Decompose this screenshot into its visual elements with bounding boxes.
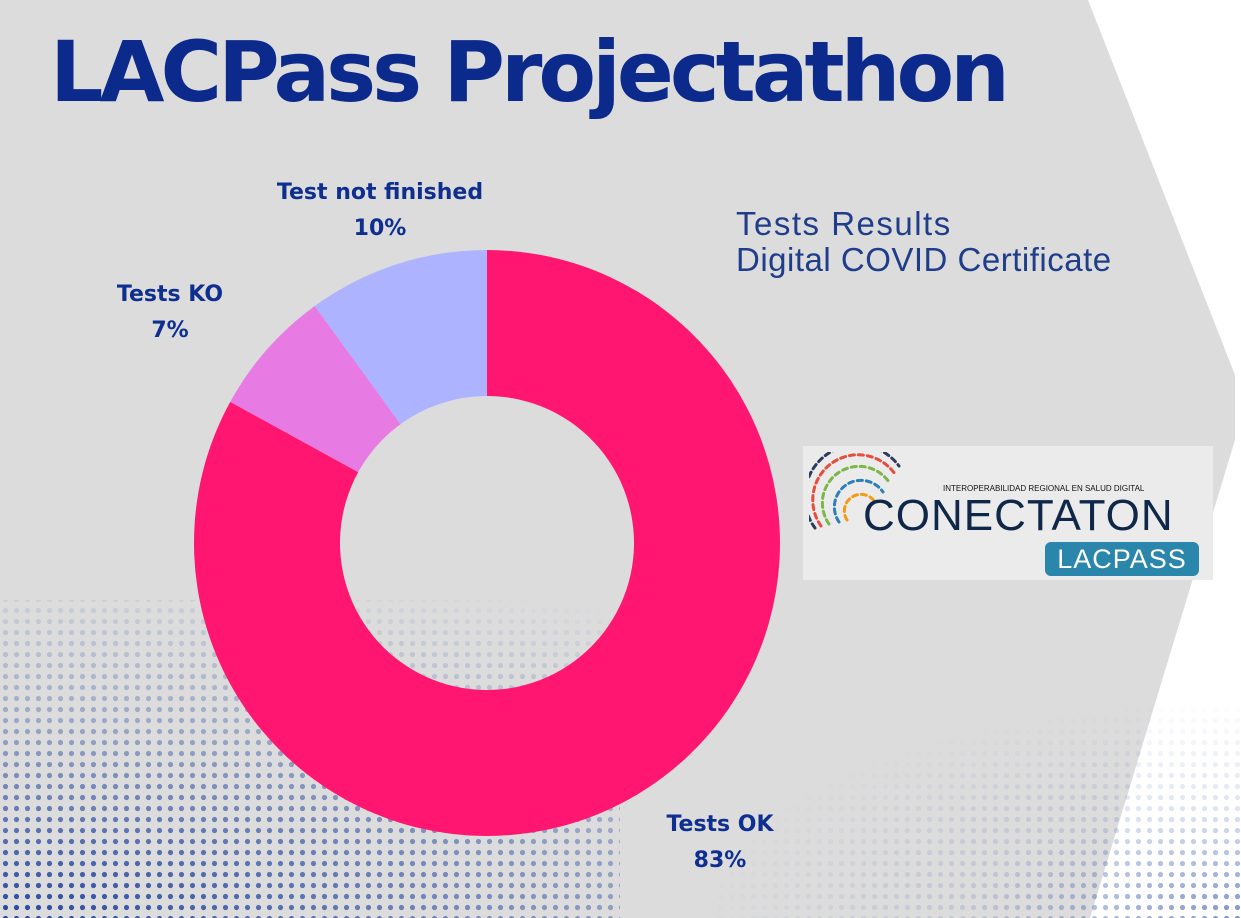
slice-label-tests-ko-name: Tests KO bbox=[116, 282, 224, 307]
slice-label-tests-ok: Tests OK 83% bbox=[666, 807, 773, 879]
halftone-dots-right bbox=[700, 700, 1241, 918]
page-title: LACPass Projectathon bbox=[50, 23, 1010, 121]
slice-label-tests-ok-value: 83% bbox=[693, 848, 747, 873]
donut-slice-tests-ok bbox=[194, 250, 781, 837]
fingerprint-arcs-icon bbox=[809, 452, 901, 530]
donut-slice-test-not-finished bbox=[314, 249, 487, 425]
chart-subtitle-line-1: Tests Results bbox=[736, 205, 952, 242]
slice-label-tests-ok-name: Tests OK bbox=[666, 812, 774, 837]
logo-badge: LACPASS bbox=[1045, 542, 1199, 576]
chart-subtitle-line-2: Digital COVID Certificate bbox=[736, 241, 1112, 278]
slice-label-tests-ko: Tests KO 7% bbox=[117, 277, 223, 349]
slice-label-test-not-finished-value: 10% bbox=[353, 216, 407, 241]
conectaton-logo: INTEROPERABILIDAD REGIONAL EN SALUD DIGI… bbox=[803, 446, 1213, 580]
logo-wordmark: CONECTATON bbox=[863, 491, 1174, 540]
logo-tagline: INTEROPERABILIDAD REGIONAL EN SALUD DIGI… bbox=[943, 484, 1145, 493]
donut-slice-tests-ko bbox=[230, 305, 401, 473]
slice-label-test-not-finished: Test not finished 10% bbox=[277, 175, 483, 247]
slice-label-test-not-finished-name: Test not finished bbox=[276, 180, 484, 205]
slice-label-tests-ko-value: 7% bbox=[151, 318, 189, 343]
